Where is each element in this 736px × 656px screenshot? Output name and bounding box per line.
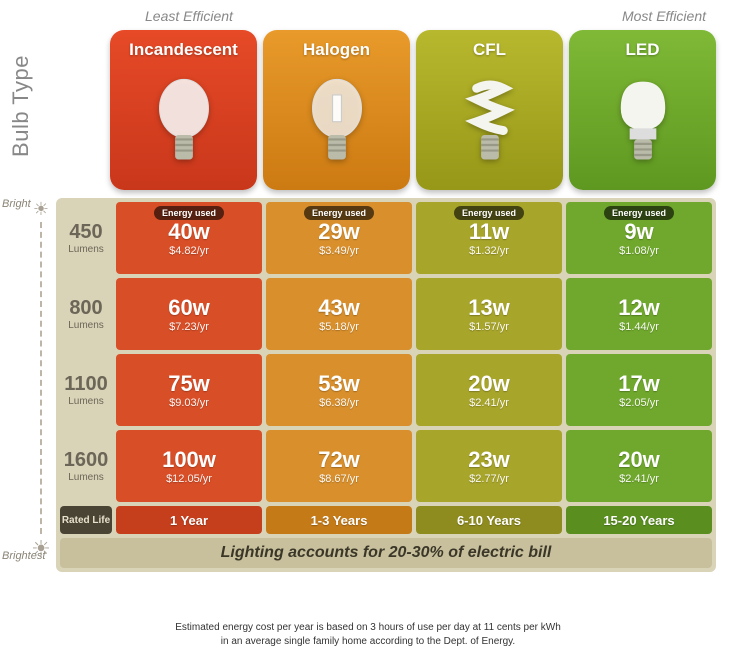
bulb-header-led: LED [569,30,716,190]
bulb-name: CFL [473,40,506,60]
annual-cost: $5.18/yr [319,321,359,333]
energy-cell: Energy used40w$4.82/yr [116,202,262,274]
bulb-name: Incandescent [129,40,238,60]
energy-cell: Energy used11w$1.32/yr [416,202,562,274]
rated-life-cell: 6-10 Years [416,506,562,534]
wattage: 13w [468,295,510,321]
rated-life-cell: 1 Year [116,506,262,534]
annual-cost: $6.38/yr [319,397,359,409]
bulb-name: Halogen [303,40,370,60]
lumens-row: 1100Lumens75w$9.03/yr53w$6.38/yr20w$2.41… [60,354,712,426]
brightness-axis: Bright ☀ ☀ Brightest [30,200,52,560]
wattage: 11w [469,219,509,245]
energy-used-tag: Energy used [454,206,524,220]
energy-cell: 20w$2.41/yr [566,430,712,502]
bulb-type-axis-label: Bulb Type [8,55,34,157]
wattage: 43w [318,295,360,321]
comparison-grid: 450LumensEnergy used40w$4.82/yrEnergy us… [56,198,716,572]
wattage: 29w [318,219,360,245]
energy-cell: 23w$2.77/yr [416,430,562,502]
wattage: 20w [468,371,510,397]
most-efficient-label: Most Efficient [622,8,706,24]
annual-cost: $12.05/yr [166,473,212,485]
energy-cell: 13w$1.57/yr [416,278,562,350]
energy-cell: 72w$8.67/yr [266,430,412,502]
annual-cost: $8.67/yr [319,473,359,485]
annual-cost: $2.05/yr [619,397,659,409]
sun-icon: ☀ [33,200,49,218]
footnote-line-1: Estimated energy cost per year is based … [0,621,736,635]
lumens-label: 450Lumens [60,202,112,274]
rated-life-cell: 1-3 Years [266,506,412,534]
bulb-type-header-row: Incandescent Halogen CFL LED [110,30,716,190]
lumens-row: 450LumensEnergy used40w$4.82/yrEnergy us… [60,202,712,274]
lumens-label: 1600Lumens [60,430,112,502]
bulb-name: LED [626,40,660,60]
energy-cell: Energy used29w$3.49/yr [266,202,412,274]
wattage: 9w [624,219,653,245]
annual-cost: $1.32/yr [469,245,509,257]
bulb-icon [454,66,526,184]
bulb-header-halogen: Halogen [263,30,410,190]
energy-cell: 75w$9.03/yr [116,354,262,426]
energy-cell: 100w$12.05/yr [116,430,262,502]
wattage: 75w [168,371,210,397]
lumens-label: 1100Lumens [60,354,112,426]
wattage: 72w [318,447,360,473]
lumens-row: 800Lumens60w$7.23/yr43w$5.18/yr13w$1.57/… [60,278,712,350]
energy-cell: 43w$5.18/yr [266,278,412,350]
wattage: 12w [618,295,660,321]
energy-cell: Energy used9w$1.08/yr [566,202,712,274]
annual-cost: $2.77/yr [469,473,509,485]
energy-cell: 60w$7.23/yr [116,278,262,350]
energy-used-tag: Energy used [304,206,374,220]
wattage: 53w [318,371,360,397]
rated-life-cell: 15-20 Years [566,506,712,534]
footnote: Estimated energy cost per year is based … [0,621,736,648]
wattage: 17w [618,371,660,397]
energy-cell: 20w$2.41/yr [416,354,562,426]
footer-summary: Lighting accounts for 20-30% of electric… [60,538,712,568]
wattage: 20w [618,447,660,473]
bulb-header-cfl: CFL [416,30,563,190]
brightest-label: Brightest [2,550,45,562]
rated-life-label: Rated Life [60,506,112,534]
annual-cost: $3.49/yr [319,245,359,257]
lumens-label: 800Lumens [60,278,112,350]
annual-cost: $2.41/yr [469,397,509,409]
least-efficient-label: Least Efficient [145,8,233,24]
bulb-icon [607,66,679,184]
bulb-header-incandescent: Incandescent [110,30,257,190]
footnote-line-2: in an average single family home accordi… [0,635,736,649]
annual-cost: $1.08/yr [619,245,659,257]
wattage: 23w [468,447,510,473]
energy-cell: 53w$6.38/yr [266,354,412,426]
energy-cell: 17w$2.05/yr [566,354,712,426]
energy-cell: 12w$1.44/yr [566,278,712,350]
annual-cost: $2.41/yr [619,473,659,485]
lumens-row: 1600Lumens100w$12.05/yr72w$8.67/yr23w$2.… [60,430,712,502]
annual-cost: $4.82/yr [169,245,209,257]
annual-cost: $1.57/yr [469,321,509,333]
annual-cost: $7.23/yr [169,321,209,333]
annual-cost: $9.03/yr [169,397,209,409]
annual-cost: $1.44/yr [619,321,659,333]
wattage: 60w [168,295,210,321]
efficiency-scale: Least Efficient Most Efficient [145,8,706,24]
wattage: 40w [168,219,210,245]
energy-used-tag: Energy used [154,206,224,220]
bulb-icon [148,66,220,184]
bulb-icon [301,66,373,184]
rated-life-row: Rated Life1 Year1-3 Years6-10 Years15-20… [60,506,712,534]
wattage: 100w [162,447,216,473]
energy-used-tag: Energy used [604,206,674,220]
bright-label: Bright [2,198,31,210]
